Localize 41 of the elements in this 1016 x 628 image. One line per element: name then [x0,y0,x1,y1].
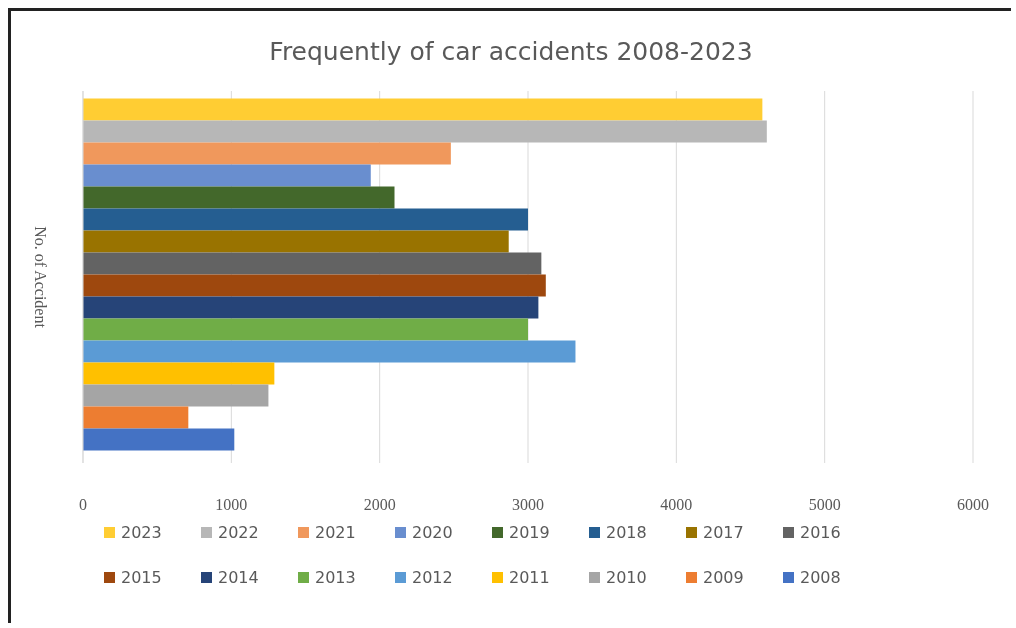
bar [83,296,539,319]
y-axis-title: No. of Accident [32,226,50,329]
bar [83,318,528,341]
x-tick-label: 2000 [363,496,396,514]
x-tick-label: 0 [79,496,87,514]
bar [83,186,395,209]
bar [83,274,546,297]
legend-label: 2010 [606,568,647,587]
bar [83,406,189,429]
bar [83,208,528,231]
bar [83,164,371,187]
legend-label: 2008 [800,568,841,587]
chart-title: Frequently of car accidents 2008-2023 [268,37,754,68]
legend-label: 2023 [121,523,162,542]
legend-label: 2017 [703,523,744,542]
bar [83,252,542,275]
bar [83,384,269,407]
legend-label: 2012 [412,568,453,587]
legend-label: 2019 [509,523,550,542]
bar [83,142,451,165]
x-tick-label: 6000 [957,496,989,514]
legend-label: 2011 [509,568,550,587]
legend-label: 2018 [606,523,647,542]
legend-label: 2022 [218,523,259,542]
legend-label: 2013 [315,568,356,587]
legend-label: 2021 [315,523,356,542]
bar [83,362,275,385]
bar [83,230,509,253]
x-tick-label: 5000 [808,496,841,514]
bar [83,340,576,363]
legend-label: 2014 [218,568,259,587]
legend-label: 2009 [703,568,744,587]
bar [83,120,767,143]
bar [83,428,235,451]
x-tick-label: 3000 [512,496,544,514]
x-tick-label: 1000 [215,496,248,514]
x-tick-label: 4000 [660,496,693,514]
legend-label: 2015 [121,568,162,587]
legend-label: 2016 [800,523,841,542]
legend-label: 2020 [412,523,453,542]
bar [83,98,763,121]
